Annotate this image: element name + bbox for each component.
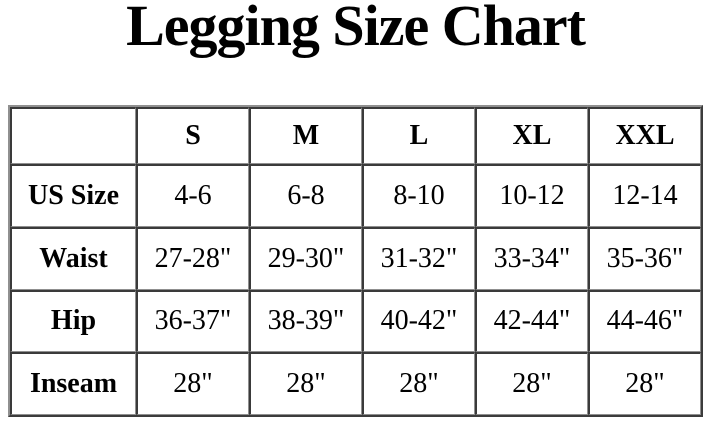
table-cell: 33-34" [475,226,588,290]
column-header-s: S [136,107,249,164]
table-cell: 28" [475,352,588,415]
table-cell: 10-12 [475,164,588,227]
row-label-inseam: Inseam [10,352,136,415]
column-header-l: L [362,107,475,164]
column-header-m: M [249,107,362,164]
table-row-inseam: Inseam 28" 28" 28" 28" 28" [10,352,701,415]
legging-size-chart-table: S M L XL XXL US Size 4-6 6-8 8-10 10-12 … [8,105,703,417]
table-cell: 28" [362,352,475,415]
corner-cell [10,107,136,164]
table-cell: 29-30" [249,226,362,290]
table-cell: 27-28" [136,226,249,290]
table-cell: 44-46" [588,289,701,353]
table-cell: 38-39" [249,289,362,353]
table-row-waist: Waist 27-28" 29-30" 31-32" 33-34" 35-36" [10,226,701,290]
table-cell: 28" [249,352,362,415]
table-cell: 12-14 [588,164,701,227]
column-header-xxl: XXL [588,107,701,164]
table-cell: 42-44" [475,289,588,353]
table-cell: 35-36" [588,226,701,290]
table-cell: 4-6 [136,164,249,227]
header-row: S M L XL XXL [10,107,701,164]
table-cell: 28" [136,352,249,415]
column-header-xl: XL [475,107,588,164]
row-label-waist: Waist [10,226,136,290]
table-cell: 40-42" [362,289,475,353]
table-cell: 31-32" [362,226,475,290]
table-cell: 6-8 [249,164,362,227]
table-row-hip: Hip 36-37" 38-39" 40-42" 42-44" 44-46" [10,289,701,353]
page-title: Legging Size Chart [126,0,586,58]
row-label-us-size: US Size [10,164,136,227]
table-cell: 28" [588,352,701,415]
table-cell: 36-37" [136,289,249,353]
table-row-us-size: US Size 4-6 6-8 8-10 10-12 12-14 [10,164,701,227]
table-cell: 8-10 [362,164,475,227]
row-label-hip: Hip [10,289,136,353]
